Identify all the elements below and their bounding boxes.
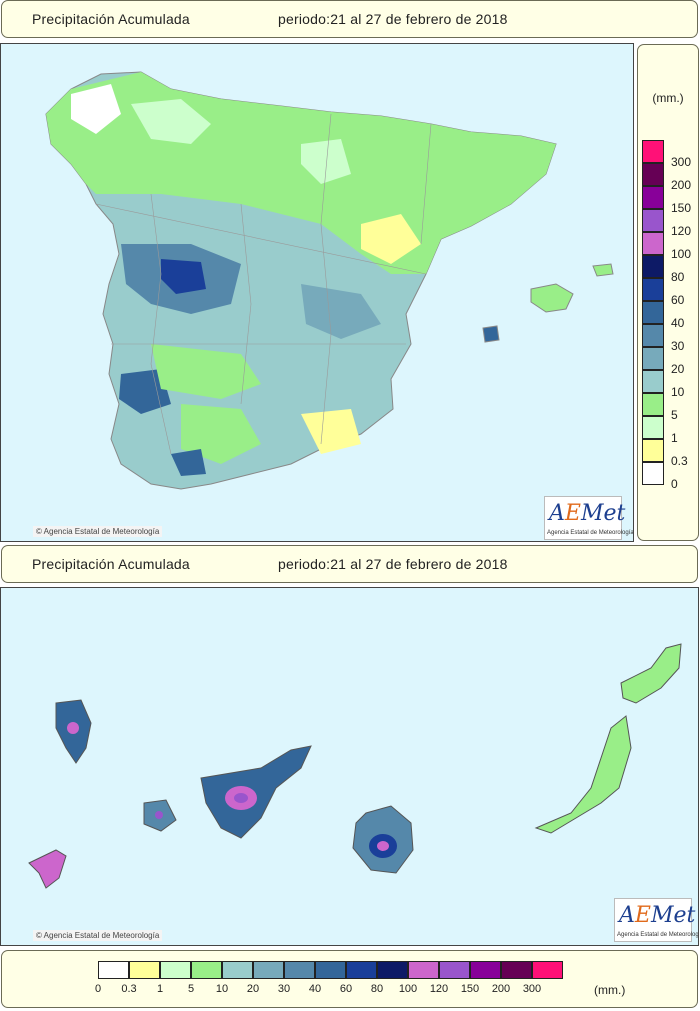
legend-swatch [315,961,346,979]
legend-swatch [642,255,664,278]
legend-label: 30 [671,339,685,353]
legend-label: 60 [339,983,353,995]
canarias-copyright: © Agencia Estatal de Meteorología [33,930,163,941]
legend-label: 10 [215,983,229,995]
legend-swatch [642,370,664,393]
legend-swatch [642,278,664,301]
legend-swatch [129,961,160,979]
legend-swatch [222,961,253,979]
legend-label: 300 [671,155,692,169]
mallorca-island [530,283,574,313]
legend-label: 5 [671,408,678,422]
legend-label: 30 [277,983,291,995]
legend-label: 150 [460,983,480,995]
legend-swatch [346,961,377,979]
legend-label: 40 [308,983,322,995]
legend-label: 5 [187,983,195,995]
legend-swatch [642,301,664,324]
peninsula-period: periodo:21 al 27 de febrero de 2018 [278,11,508,27]
legend-swatch [642,186,664,209]
legend-swatch [642,232,664,255]
legend-swatch [642,163,664,186]
legend-label: 0 [671,477,678,491]
aemet-logo-canarias: AEMet Agencia Estatal de Meteorología [614,898,698,942]
legend-label: 150 [671,201,692,215]
canarias-period: periodo:21 al 27 de febrero de 2018 [278,556,508,572]
legend-label: 20 [246,983,260,995]
horizontal-legend-unit: (mm.) [594,983,626,997]
legend-swatch [642,462,664,485]
lanzarote-island [620,643,682,704]
peninsula-copyright: © Agencia Estatal de Meteorología [33,526,163,537]
legend-swatch [642,347,664,370]
legend-swatch [642,209,664,232]
canarias-title: Precipitación Acumulada [32,556,190,572]
canarias-map-svg [28,643,682,889]
peninsula-title-bar: Precipitación Acumulada periodo:21 al 27… [1,0,698,38]
legend-swatch [642,416,664,439]
legend-label: 100 [671,247,692,261]
legend-label: 1 [671,431,678,445]
legend-label: 120 [671,224,692,238]
legend-label: 80 [370,983,384,995]
horizontal-legend: 0 0.3 1 5 10 20 30 40 60 80 100 120 150 200 300 (mm.) [1,950,698,1008]
legend-label: 200 [491,983,511,995]
legend-label: 40 [671,316,685,330]
legend-swatch [408,961,439,979]
legend-swatch [501,961,532,979]
legend-label: 20 [671,362,685,376]
legend-label: 60 [671,293,685,307]
legend-swatch [284,961,315,979]
legend-swatch [642,393,664,416]
ibiza-island [482,325,500,343]
menorca-island [592,263,614,277]
legend-label: 80 [671,270,685,284]
fuerteventura-island [534,715,632,834]
tenerife-island [200,745,312,839]
vertical-legend-unit: (mm.) [652,91,684,105]
legend-label: 120 [429,983,449,995]
legend-swatch [642,439,664,462]
legend-swatch [253,961,284,979]
legend-label: 200 [671,178,692,192]
legend-label: 100 [398,983,418,995]
legend-swatch [642,140,664,163]
vertical-legend: (mm.) 0 0.3 1 5 10 20 30 40 60 80 100 120 150 200 300 [637,44,699,541]
legend-label: 300 [522,983,542,995]
canarias-title-bar: Precipitación Acumulada periodo:21 al 27… [1,545,698,583]
legend-label: 0.3 [121,983,137,995]
legend-label: 1 [156,983,164,995]
legend-label: 10 [671,385,685,399]
legend-swatch [98,961,129,979]
legend-swatch [439,961,470,979]
legend-label: 0.3 [671,454,688,468]
peninsula-map-svg [45,71,614,490]
aemet-logo-peninsula: AEMet Agencia Estatal de Meteorología [544,496,633,540]
legend-swatch [470,961,501,979]
legend-swatch [532,961,563,979]
peninsula-map: © Agencia Estatal de Meteorología AEMet … [0,43,634,542]
el-hierro-island [28,849,67,889]
legend-swatch [191,961,222,979]
canarias-map: © Agencia Estatal de Meteorología AEMet … [0,587,699,946]
legend-swatch [642,324,664,347]
legend-swatch [377,961,408,979]
peninsula-title: Precipitación Acumulada [32,11,190,27]
legend-swatch [160,961,191,979]
legend-label: 0 [94,983,102,995]
